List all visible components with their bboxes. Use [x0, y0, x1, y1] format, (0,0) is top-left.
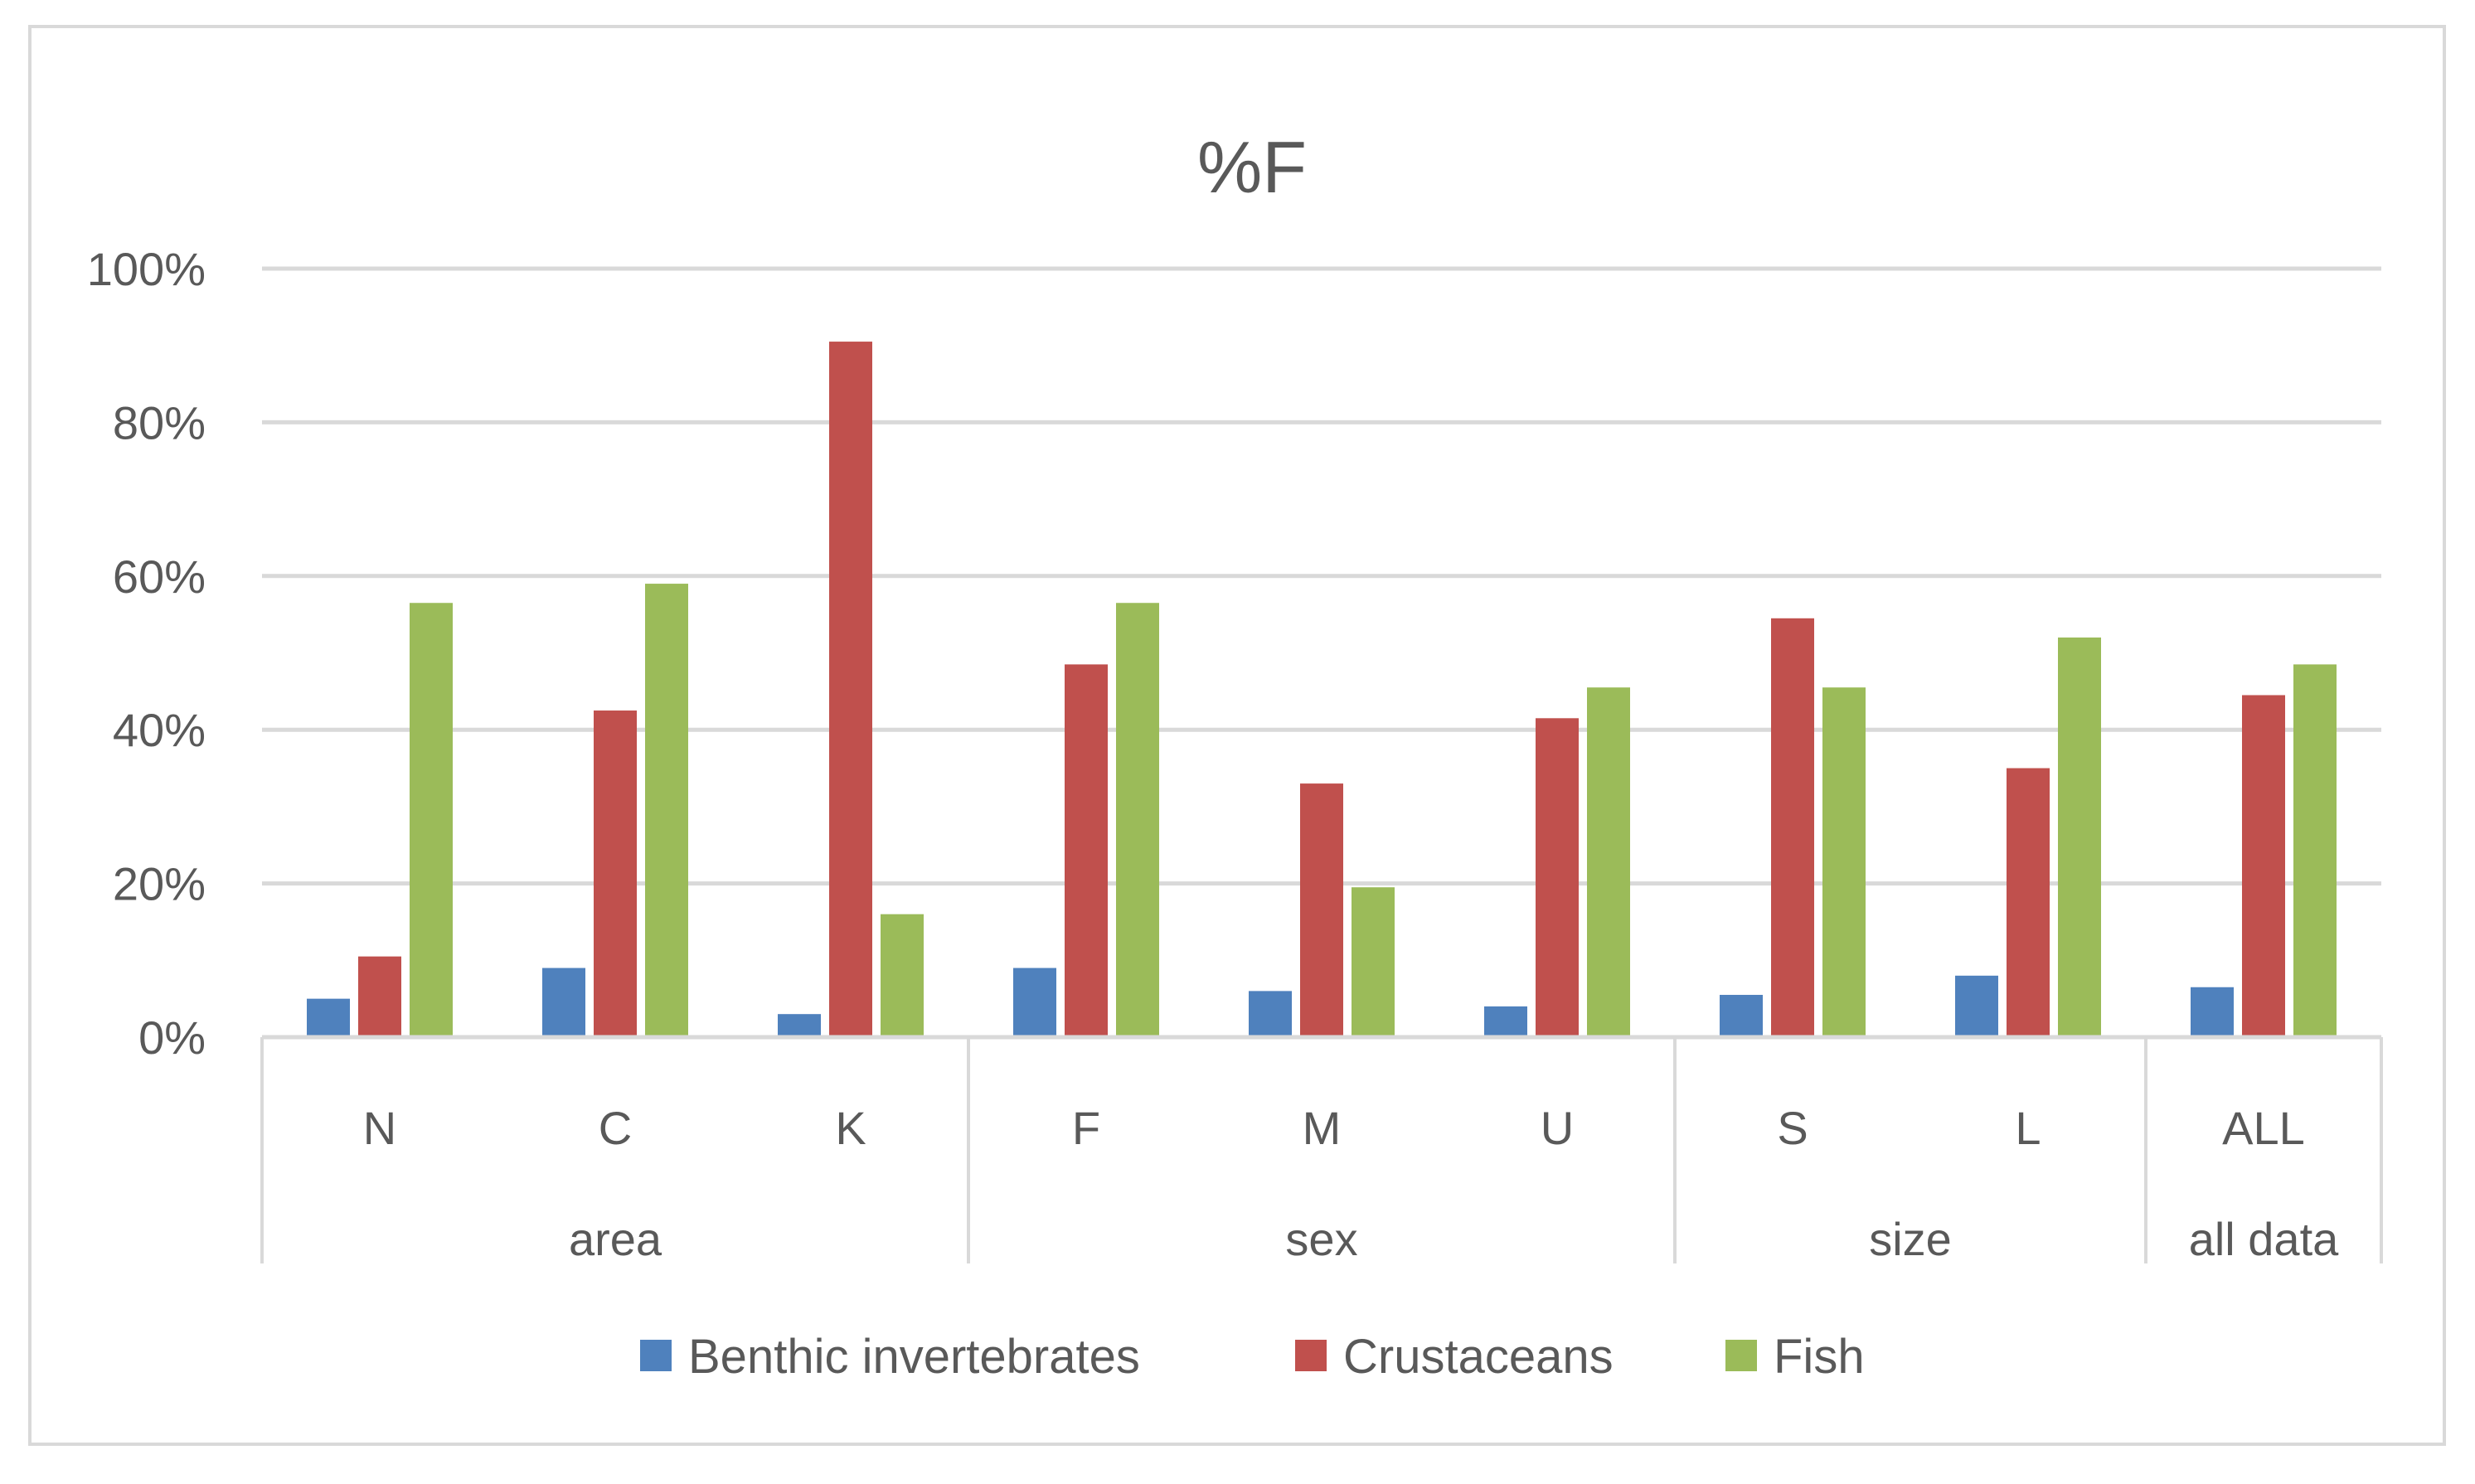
bar-benthic-invertebrates-f [1013, 968, 1056, 1037]
bars-layer [307, 342, 2337, 1037]
x-category-label: ALL [2222, 1102, 2305, 1154]
legend-swatch [1725, 1340, 1757, 1371]
x-category-label: C [599, 1102, 632, 1154]
bar-crustaceans-f [1065, 664, 1108, 1037]
legend-label: Benthic invertebrates [688, 1330, 1140, 1384]
x-category-label: U [1541, 1102, 1574, 1154]
bar-crustaceans-c [594, 710, 637, 1037]
bar-crustaceans-l [2007, 768, 2050, 1037]
bar-crustaceans-s [1771, 618, 1814, 1037]
x-category-label: N [363, 1102, 396, 1154]
bar-benthic-invertebrates-s [1720, 995, 1763, 1037]
bar-fish-l [2058, 637, 2101, 1037]
legend-entry: Benthic invertebrates [640, 1330, 1140, 1384]
bar-fish-c [645, 584, 688, 1037]
bar-fish-u [1587, 687, 1630, 1037]
chart-title: %F [1197, 126, 1307, 208]
bar-benthic-invertebrates-u [1484, 1006, 1527, 1037]
y-tick-label: 0% [138, 1011, 206, 1064]
bar-fish-all [2293, 664, 2337, 1037]
bar-crustaceans-n [358, 956, 401, 1037]
bar-crustaceans-all [2242, 695, 2285, 1037]
bar-crustaceans-k [829, 342, 872, 1037]
x-group-label: size [1869, 1213, 1952, 1265]
legend: Benthic invertebrates Crustaceans Fish [640, 1330, 1865, 1384]
bar-benthic-invertebrates-k [778, 1014, 821, 1037]
legend-label: Fish [1774, 1330, 1865, 1384]
chart-svg: %F 0% 20% 40% 60% 80% 100% N C K F M U S L ALL area sex s… [87, 126, 2383, 1384]
bar-fish-m [1352, 887, 1395, 1037]
legend-swatch [1295, 1340, 1327, 1371]
bar-benthic-invertebrates-all [2191, 987, 2234, 1037]
y-tick-label: 100% [87, 243, 206, 295]
legend-entry: Crustaceans [1295, 1330, 1614, 1384]
bar-benthic-invertebrates-n [307, 998, 350, 1037]
x-category-label: F [1072, 1102, 1100, 1154]
x-group-label: sex [1285, 1213, 1357, 1265]
x-category-label: K [835, 1102, 866, 1154]
bar-fish-n [410, 603, 453, 1037]
bar-benthic-invertebrates-m [1249, 991, 1292, 1037]
legend-label: Crustaceans [1343, 1330, 1614, 1384]
legend-swatch [640, 1340, 672, 1371]
y-tick-label: 60% [113, 550, 206, 603]
x-category-label: S [1777, 1102, 1808, 1154]
y-tick-label: 40% [113, 704, 206, 756]
x-group-label: all data [2189, 1213, 2339, 1265]
x-group-label: area [569, 1213, 662, 1265]
bar-crustaceans-u [1536, 718, 1579, 1037]
bar-benthic-invertebrates-c [542, 968, 585, 1037]
bar-fish-s [1822, 687, 1866, 1037]
bar-crustaceans-m [1300, 783, 1343, 1037]
y-tick-label: 80% [113, 396, 206, 449]
x-category-label: L [2015, 1102, 2041, 1154]
legend-entry: Fish [1725, 1330, 1865, 1384]
chart-frame: %F 0% 20% 40% 60% 80% 100% N C K F M U S L ALL area sex s… [28, 25, 2446, 1446]
y-tick-label: 20% [113, 858, 206, 910]
bar-fish-k [881, 914, 924, 1037]
x-category-label: M [1303, 1102, 1342, 1154]
bar-fish-f [1116, 603, 1159, 1037]
bar-benthic-invertebrates-l [1955, 975, 1998, 1037]
axis-layer: 0% 20% 40% 60% 80% 100% N C K F M U S L ALL area sex size… [87, 243, 2383, 1265]
